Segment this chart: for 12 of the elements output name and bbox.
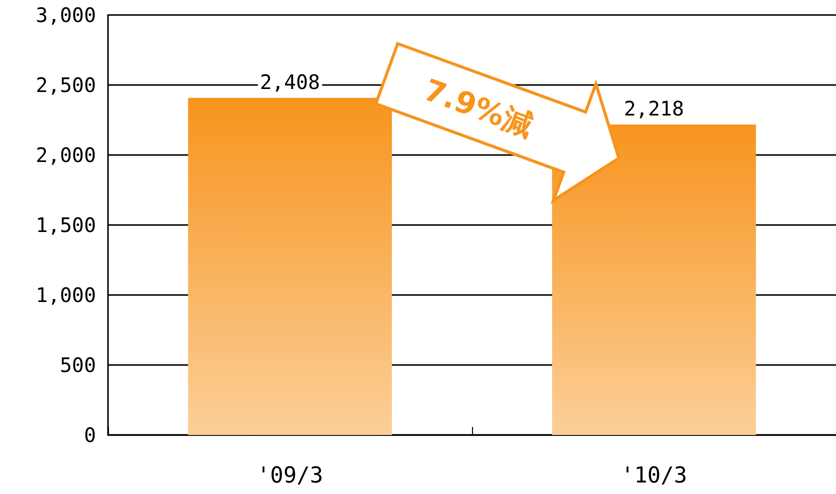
data-label: 2,408 [260, 70, 320, 94]
y-tick-label: 1,500 [36, 213, 96, 237]
y-tick-label: 0 [84, 423, 96, 447]
x-tick-label: '09/3 [256, 464, 324, 488]
y-tick-label: 3,000 [36, 3, 96, 27]
annotation: 7.9%減 [419, 72, 538, 144]
y-tick-label: 2,500 [36, 73, 96, 97]
data-label: 2,218 [624, 96, 684, 120]
y-tick-label: 500 [60, 353, 96, 377]
y-tick-label: 2,000 [36, 143, 96, 167]
y-tick-label: 1,000 [36, 283, 96, 307]
x-tick-label: '10/3 [620, 464, 688, 488]
